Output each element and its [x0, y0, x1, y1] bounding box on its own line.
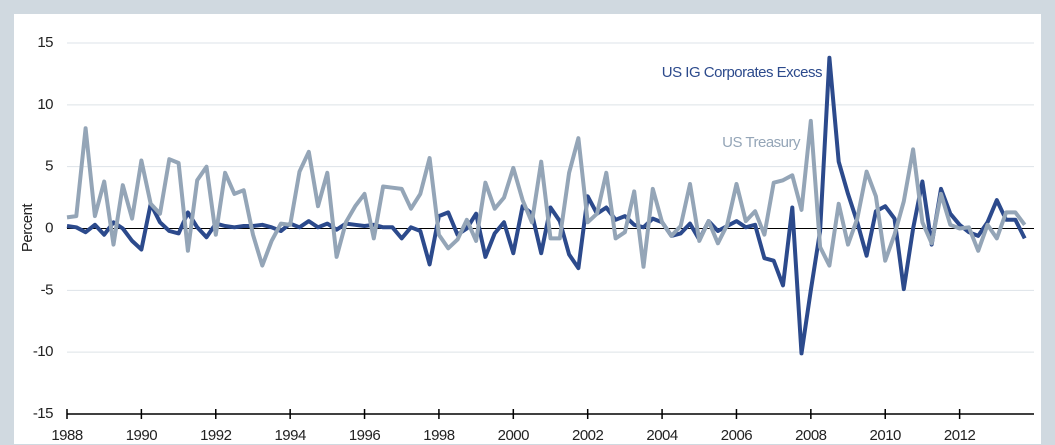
x-tick-label: 2008: [795, 427, 827, 444]
x-tick-label: 1994: [274, 427, 306, 444]
series-line: [66, 55, 1027, 356]
x-tick-label: 2006: [721, 427, 753, 444]
x-tick-label: 1990: [126, 427, 158, 444]
x-tick-label: 1998: [423, 427, 455, 444]
y-tick-label: 0: [45, 219, 53, 236]
x-tick-label: 2004: [646, 427, 678, 444]
x-tick-label: 1988: [51, 427, 83, 444]
y-tick-label: -15: [33, 405, 53, 422]
series-label: US Treasury: [722, 134, 801, 151]
x-tick-label: 2000: [498, 427, 530, 444]
series-label: US IG Corporates Excess: [662, 64, 822, 81]
y-tick-label: 15: [37, 34, 53, 51]
x-tick-label: 2012: [944, 427, 976, 444]
series-line: [66, 118, 1027, 269]
y-tick-label: -10: [33, 343, 53, 360]
y-tick-label: 10: [37, 96, 53, 113]
x-tick-label: 2002: [572, 427, 604, 444]
x-tick-label: 1992: [200, 427, 232, 444]
x-tick-label: 1996: [349, 427, 381, 444]
y-tick-label: 5: [45, 158, 53, 175]
y-tick-label: -5: [41, 281, 53, 298]
x-tick-label: 2010: [870, 427, 902, 444]
y-axis-label: Percent: [19, 203, 36, 253]
